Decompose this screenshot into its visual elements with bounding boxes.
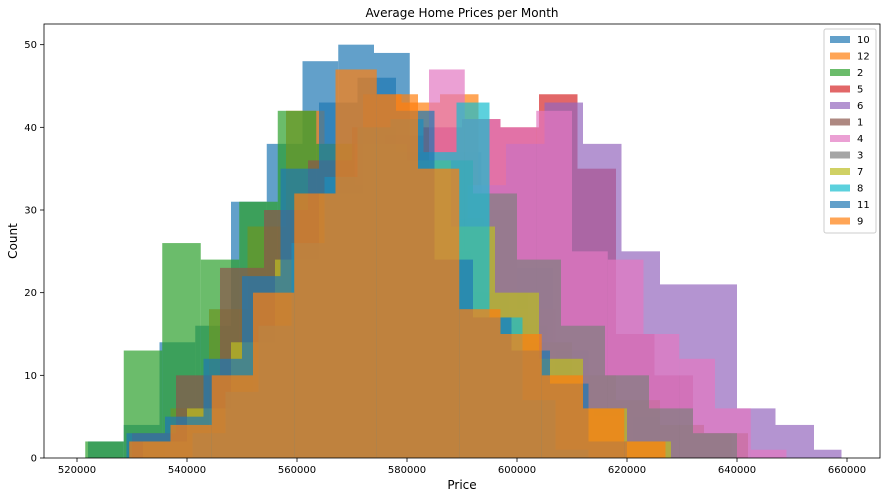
x-tick-label: 520000 xyxy=(58,465,96,476)
y-tick-label: 10 xyxy=(24,371,37,382)
y-tick-label: 50 xyxy=(24,40,37,51)
bar xyxy=(129,441,171,458)
x-axis: 520000 540000 560000 580000 600000 620000 6400… xyxy=(58,458,866,476)
legend-label: 12 xyxy=(857,52,870,63)
legend-label: 3 xyxy=(857,151,863,162)
x-tick-label: 580000 xyxy=(388,465,426,476)
legend-item: 9 xyxy=(830,217,863,228)
legend-item: 4 xyxy=(830,134,863,145)
legend-item: 1 xyxy=(830,118,863,129)
x-tick-label: 600000 xyxy=(498,465,536,476)
x-tick-label: 540000 xyxy=(168,465,206,476)
bar xyxy=(459,309,501,458)
legend-item: 3 xyxy=(830,151,863,162)
y-tick-label: 40 xyxy=(24,123,37,134)
x-tick-label: 640000 xyxy=(718,465,756,476)
x-tick-label: 620000 xyxy=(608,465,646,476)
y-tick-label: 30 xyxy=(24,206,37,217)
legend-swatch xyxy=(830,85,850,93)
bar xyxy=(170,424,212,458)
bar xyxy=(624,441,666,458)
legend-swatch xyxy=(830,52,850,60)
legend-swatch xyxy=(830,69,850,76)
bar xyxy=(583,408,625,458)
legend-box xyxy=(823,28,877,234)
bar xyxy=(294,193,336,458)
series-9 xyxy=(129,69,666,459)
legend-label: 8 xyxy=(857,184,863,195)
chart-title: Average Home Prices per Month xyxy=(365,6,558,20)
y-axis: 0 10 20 30 40 50 xyxy=(24,40,44,465)
legend-label: 1 xyxy=(857,118,863,129)
bar xyxy=(335,69,377,458)
bar xyxy=(693,433,737,458)
bar xyxy=(541,375,583,458)
bar xyxy=(500,334,542,458)
legend-label: 9 xyxy=(857,217,863,228)
bar xyxy=(376,94,418,459)
legend-swatch xyxy=(830,184,850,192)
bar xyxy=(253,292,295,458)
bar xyxy=(85,441,124,458)
legend-label: 2 xyxy=(857,68,863,79)
legend-swatch xyxy=(830,36,850,43)
legend-swatch xyxy=(830,168,850,175)
legend-item: 11 xyxy=(830,200,870,211)
bar xyxy=(750,449,787,458)
legend-item: 8 xyxy=(830,184,863,195)
legend: 10 12 2 5 6 1 4 3 7 8 11 9 xyxy=(823,28,877,234)
legend-item: 7 xyxy=(830,167,863,178)
histogram-bars xyxy=(85,44,842,459)
legend-item: 12 xyxy=(830,52,870,63)
legend-item: 10 xyxy=(830,35,870,46)
legend-swatch xyxy=(830,217,850,225)
legend-item: 5 xyxy=(830,85,863,96)
plot-frame xyxy=(43,23,881,459)
bar xyxy=(814,449,842,458)
x-tick-label: 660000 xyxy=(828,465,866,476)
bar xyxy=(211,375,253,458)
legend-item: 6 xyxy=(830,101,863,112)
legend-swatch xyxy=(830,135,850,142)
legend-label: 5 xyxy=(857,85,863,96)
legend-label: 7 xyxy=(857,167,863,178)
legend-label: 6 xyxy=(857,101,863,112)
legend-swatch xyxy=(830,118,850,126)
legend-label: 4 xyxy=(857,134,863,145)
legend-swatch xyxy=(830,102,850,109)
y-tick-label: 20 xyxy=(24,288,37,299)
bar xyxy=(418,168,460,458)
legend-label: 11 xyxy=(857,200,870,211)
x-axis-label: Price xyxy=(447,478,476,492)
legend-label: 10 xyxy=(857,35,870,46)
y-tick-label: 0 xyxy=(31,454,37,465)
legend-swatch xyxy=(830,201,850,208)
x-tick-label: 560000 xyxy=(278,465,316,476)
legend-item: 2 xyxy=(830,68,863,79)
y-axis-label: Count xyxy=(6,223,20,259)
legend-swatch xyxy=(830,151,850,159)
